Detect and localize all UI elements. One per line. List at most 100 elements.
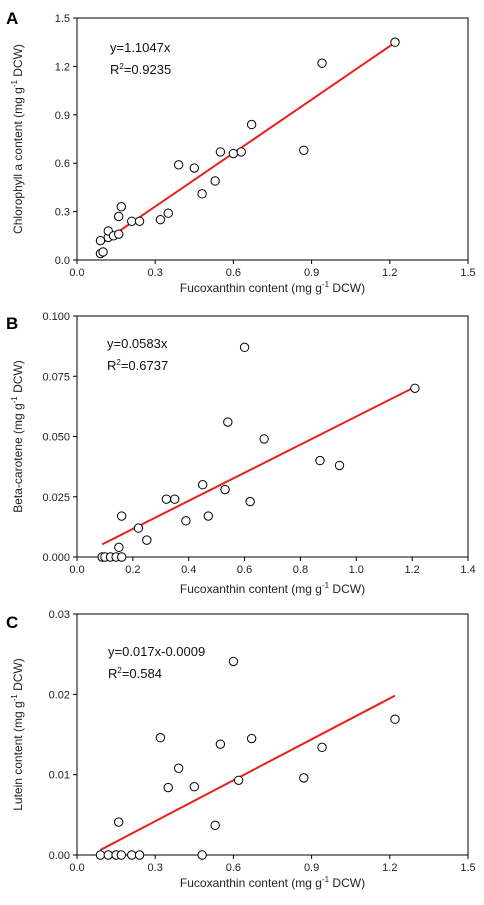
data-point bbox=[155, 733, 166, 743]
y-axis-label: Lutein content (mg g-1 DCW) bbox=[10, 658, 25, 811]
panel-label: A bbox=[6, 9, 18, 28]
data-point bbox=[390, 37, 400, 47]
data-point bbox=[246, 733, 257, 744]
data-point bbox=[228, 148, 239, 159]
data-point bbox=[197, 480, 208, 490]
x-tick-label: 0.0 bbox=[69, 267, 84, 279]
data-point bbox=[127, 216, 137, 226]
data-point bbox=[170, 494, 180, 504]
y-tick-label: 0.025 bbox=[42, 492, 70, 504]
data-point bbox=[197, 189, 207, 199]
y-tick-label: 0.9 bbox=[55, 110, 70, 122]
data-point bbox=[114, 542, 124, 553]
panel-label: C bbox=[6, 613, 18, 632]
data-point bbox=[334, 460, 345, 471]
data-point bbox=[259, 434, 269, 444]
data-point bbox=[233, 775, 244, 785]
y-tick-label: 0.050 bbox=[42, 432, 70, 444]
fit-equation: y=0.0583x bbox=[107, 336, 168, 351]
data-point bbox=[239, 342, 250, 353]
data-point bbox=[215, 147, 226, 157]
data-point bbox=[116, 202, 127, 212]
data-point bbox=[317, 58, 327, 68]
data-point bbox=[116, 511, 127, 521]
data-point bbox=[299, 773, 309, 783]
fit-equation: y=0.017x-0.0009 bbox=[108, 644, 205, 659]
x-tick-label: 1.2 bbox=[404, 564, 419, 576]
data-point bbox=[95, 235, 106, 246]
data-point bbox=[116, 552, 127, 562]
x-axis-label: Fucoxanthin content (mg g-1 DCW) bbox=[180, 280, 365, 295]
data-point bbox=[390, 714, 400, 724]
r-squared: R2=0.6737 bbox=[107, 358, 168, 373]
x-tick-label: 0.9 bbox=[304, 862, 319, 874]
data-point bbox=[173, 160, 184, 170]
data-point bbox=[236, 147, 246, 157]
y-tick-label: 0.075 bbox=[42, 371, 70, 383]
x-tick-label: 1.0 bbox=[349, 564, 364, 576]
x-tick-label: 0.6 bbox=[226, 862, 241, 874]
panel-label: B bbox=[6, 314, 18, 333]
x-tick-label: 0.6 bbox=[237, 564, 252, 576]
data-point bbox=[114, 229, 124, 239]
data-point bbox=[134, 850, 145, 860]
data-point bbox=[189, 782, 200, 792]
regression-line bbox=[99, 694, 396, 851]
plot-frame bbox=[76, 17, 469, 261]
y-tick-label: 0.01 bbox=[49, 770, 70, 782]
data-point bbox=[223, 417, 233, 427]
x-tick-label: 0.0 bbox=[69, 862, 84, 874]
x-tick-label: 1.2 bbox=[382, 267, 397, 279]
y-tick-label: 1.5 bbox=[55, 13, 70, 25]
data-point bbox=[114, 211, 124, 222]
data-point bbox=[245, 496, 255, 507]
x-tick-label: 1.2 bbox=[382, 862, 397, 874]
data-point bbox=[215, 739, 226, 749]
x-tick-label: 1.4 bbox=[460, 564, 475, 576]
y-axis-label: Beta-carotene (mg g-1 DCW) bbox=[10, 360, 25, 513]
y-tick-label: 1.2 bbox=[55, 61, 70, 73]
data-point bbox=[98, 247, 108, 257]
data-point bbox=[203, 511, 213, 521]
x-tick-label: 0.9 bbox=[304, 267, 319, 279]
y-tick-label: 0.3 bbox=[55, 207, 70, 219]
x-tick-label: 1.5 bbox=[460, 862, 475, 874]
data-point bbox=[410, 383, 420, 393]
x-tick-label: 1.5 bbox=[460, 267, 475, 279]
x-tick-label: 0.3 bbox=[148, 862, 163, 874]
x-axis-label: Fucoxanthin content (mg g-1 DCW) bbox=[180, 581, 365, 596]
data-point bbox=[173, 763, 184, 773]
fit-equation: y=1.1047x bbox=[110, 40, 171, 55]
y-tick-label: 0.000 bbox=[42, 552, 70, 564]
data-point bbox=[317, 742, 327, 753]
data-point bbox=[210, 820, 220, 830]
data-point bbox=[103, 850, 113, 860]
plot-frame bbox=[76, 315, 469, 558]
data-point bbox=[197, 850, 207, 860]
data-point bbox=[127, 850, 137, 860]
data-point bbox=[142, 535, 152, 545]
data-point bbox=[181, 516, 191, 526]
r-squared: R2=0.584 bbox=[108, 666, 162, 681]
y-tick-label: 0.03 bbox=[49, 609, 70, 621]
x-axis-label: Fucoxanthin content (mg g-1 DCW) bbox=[180, 875, 365, 890]
data-point bbox=[95, 850, 106, 860]
data-point bbox=[134, 216, 145, 226]
plot-frame bbox=[76, 613, 469, 856]
data-point bbox=[189, 163, 200, 173]
x-tick-label: 0.8 bbox=[293, 564, 308, 576]
data-point bbox=[155, 214, 166, 225]
y-axis-label: Chlorophyll a content (mg g-1 DCW) bbox=[10, 44, 25, 234]
data-point bbox=[133, 523, 144, 533]
chart-B: 0.0 0.2 0.4 0.6 0.8 1.0 1.2 1.4 0.000 0.025 0.050 0… bbox=[6, 311, 476, 596]
regression-line bbox=[99, 41, 396, 245]
data-point bbox=[116, 850, 127, 860]
data-point bbox=[315, 455, 325, 466]
chart-A: 0.0 0.3 0.6 0.9 1.2 1.5 0.0 0.3 0.6 0.9 1.2 1.5 A Fuc… bbox=[6, 9, 476, 295]
x-tick-label: 0.2 bbox=[125, 564, 140, 576]
x-tick-label: 0.3 bbox=[148, 267, 163, 279]
data-point bbox=[163, 208, 173, 218]
data-point bbox=[220, 484, 230, 495]
data-point bbox=[114, 817, 124, 827]
y-tick-label: 0.00 bbox=[49, 850, 70, 862]
